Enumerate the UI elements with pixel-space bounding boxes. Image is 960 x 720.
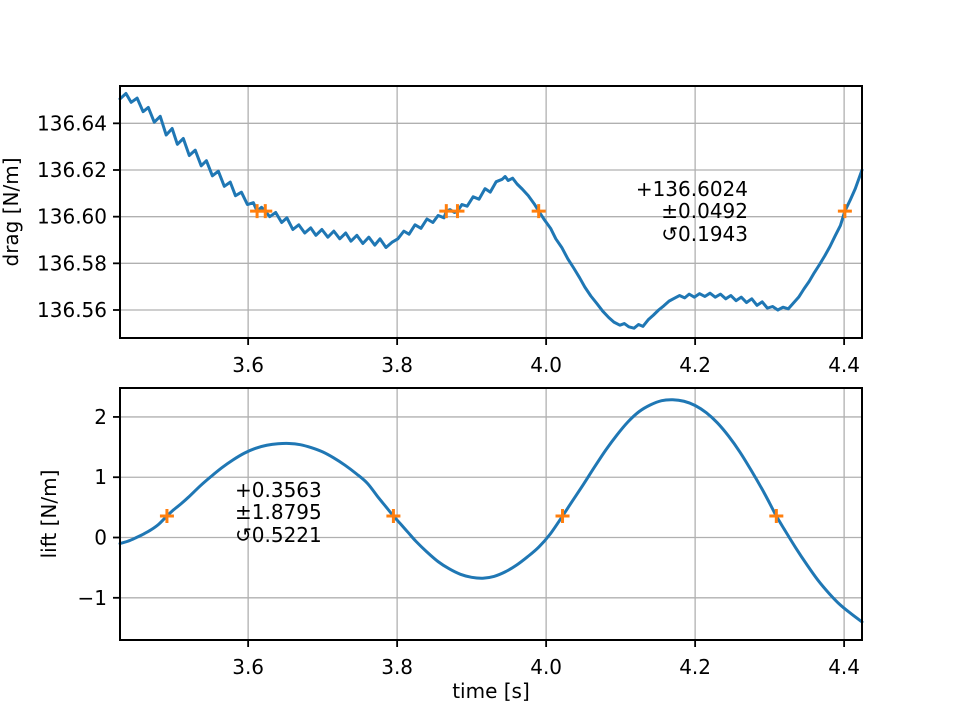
y-tick-label: 136.60 [37, 205, 107, 229]
drag-annotation-period: ↺0.1943 [661, 222, 748, 246]
x-tick-label: 4.4 [828, 353, 860, 377]
drag-curve [118, 91, 864, 330]
axes-frame [119, 85, 863, 339]
subplot-drag: 3.6 3.8 4.0 4.2 4.4 136.56 136.58 136.60 136.62 1… [37, 85, 864, 377]
x-tick-label: 3.6 [232, 353, 264, 377]
lift-plus-marker [159, 509, 174, 524]
lift-y-axis-label: lift [N/m] [37, 470, 61, 559]
x-tick-label: 3.8 [381, 655, 413, 679]
x-tick-label: 4.0 [530, 353, 562, 377]
chart-layer: 3.6 3.8 4.0 4.2 4.4 136.56 136.58 136.60 136.62 1… [37, 85, 864, 679]
x-tick-label: 4.2 [679, 353, 711, 377]
drag-annotation-mean: +136.6024 [636, 177, 748, 201]
lift-plus-marker [386, 509, 401, 524]
drag-plus-marker [258, 204, 273, 219]
lift-curve [118, 398, 864, 624]
lift-annotation: +0.3563 ±1.8795 ↺0.5221 [235, 478, 322, 547]
lift-plus-marker [555, 509, 570, 524]
drag-plus-marker [837, 204, 852, 219]
time-x-axis-label: time [s] [452, 679, 530, 703]
lift-plus-marker [769, 509, 784, 524]
axes-frame [119, 387, 863, 641]
subplot-lift: 3.6 3.8 4.0 4.2 4.4 −1 0 1 2 [78, 387, 864, 679]
y-tick-label: 0 [94, 526, 107, 550]
y-tick-label: 2 [94, 405, 107, 429]
y-tick-label: 1 [94, 465, 107, 489]
drag-plus-marker [531, 204, 546, 219]
x-tick-label: 4.4 [828, 655, 860, 679]
y-tick-label: 136.64 [37, 111, 107, 135]
y-tick-label: −1 [78, 586, 107, 610]
drag-plus-marker [450, 204, 465, 219]
drag-annotation: +136.6024 ±0.0492 ↺0.1943 [636, 177, 748, 246]
y-tick-label: 136.62 [37, 158, 107, 182]
x-tick-label: 4.0 [530, 655, 562, 679]
lift-annotation-mean: +0.3563 [235, 478, 322, 502]
drag-annotation-amplitude: ±0.0492 [661, 199, 748, 223]
drag-y-axis-label: drag [N/m] [0, 157, 23, 266]
lift-annotation-period: ↺0.5221 [235, 523, 322, 547]
x-tick-label: 3.8 [381, 353, 413, 377]
y-tick-label: 136.56 [37, 298, 107, 322]
x-tick-label: 4.2 [679, 655, 711, 679]
x-tick-label: 3.6 [232, 655, 264, 679]
y-tick-label: 136.58 [37, 251, 107, 275]
lift-annotation-amplitude: ±1.8795 [235, 500, 322, 524]
